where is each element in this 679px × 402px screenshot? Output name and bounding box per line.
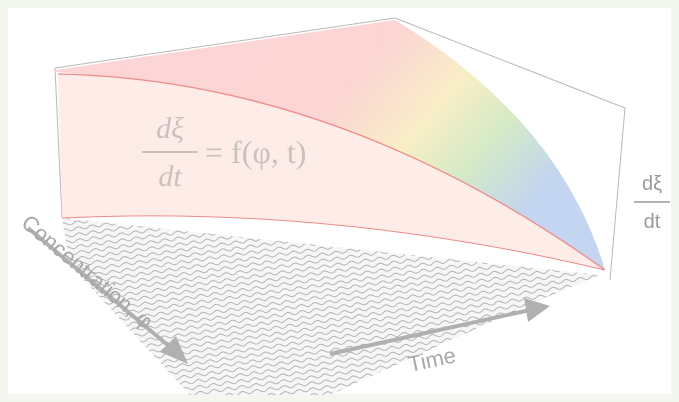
rate-denominator: dt bbox=[644, 211, 661, 233]
eq-denominator: dt bbox=[158, 160, 182, 193]
eq-rhs: = f(φ, t) bbox=[205, 134, 306, 170]
illustration: dξ dt = f(φ, t) Concentration, φ Time dξ… bbox=[0, 0, 679, 402]
rate-numerator: dξ bbox=[642, 173, 662, 195]
page: dξ dt = f(φ, t) Concentration, φ Time dξ… bbox=[0, 0, 679, 402]
eq-numerator: dξ bbox=[156, 112, 184, 145]
